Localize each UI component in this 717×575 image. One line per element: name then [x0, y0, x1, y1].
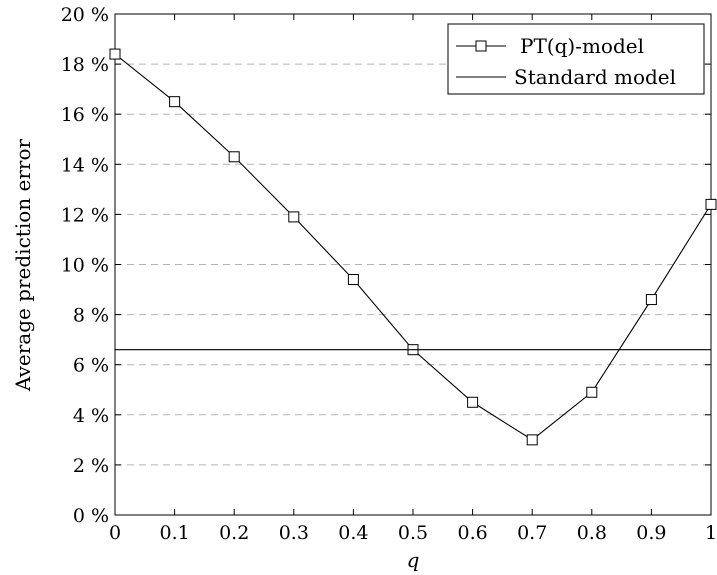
- x-tick-label: 0.6: [457, 522, 487, 544]
- legend-label-standard-model: Standard model: [514, 65, 676, 89]
- x-tick-label: 0.4: [338, 522, 368, 544]
- axis-ticks: [114, 13, 712, 516]
- legend: PT(q)-model Standard model: [447, 23, 705, 95]
- x-tick-label: 0.3: [279, 522, 309, 544]
- y-tick-labels: 0 % 2 % 4 % 6 % 8 % 10 % 12 % 14 % 16 % 18 % 20 %: [61, 4, 109, 527]
- x-tick-label: 1: [705, 522, 717, 544]
- data-point-square: [586, 386, 598, 398]
- data-point-square: [526, 434, 538, 446]
- x-tick-label: 0: [109, 522, 121, 544]
- x-axis-label: q: [407, 548, 420, 572]
- y-axis-label: Average prediction error: [11, 139, 35, 393]
- x-tick-label: 0.1: [159, 522, 189, 544]
- y-tick-label: 8 %: [73, 305, 109, 327]
- x-tick-label: 0.8: [577, 522, 607, 544]
- y-tick-label: 20 %: [61, 4, 109, 26]
- y-tick-label: 6 %: [73, 355, 109, 377]
- data-point-square: [109, 48, 121, 60]
- series-layer: [109, 48, 717, 446]
- x-tick-label: 0.5: [398, 522, 428, 544]
- legend-label-pt-model: PT(q)-model: [520, 34, 644, 58]
- data-point-square: [169, 96, 181, 108]
- y-tick-label: 2 %: [73, 455, 109, 477]
- x-tick-label: 0.9: [636, 522, 666, 544]
- x-tick-label: 0.2: [219, 522, 249, 544]
- legend-box: [447, 23, 705, 95]
- y-tick-label: 18 %: [61, 54, 109, 76]
- y-tick-label: 10 %: [61, 255, 109, 277]
- x-tick-label: 0.7: [517, 522, 547, 544]
- data-point-square: [288, 211, 300, 223]
- legend-marker-pt-model: [475, 40, 487, 52]
- data-point-square: [228, 151, 240, 163]
- y-tick-label: 14 %: [61, 154, 109, 176]
- x-tick-labels: 0 0.1 0.2 0.3 0.4 0.5 0.6 0.7 0.8 0.9 1: [109, 522, 717, 544]
- y-tick-label: 0 %: [73, 505, 109, 527]
- y-tick-label: 4 %: [73, 405, 109, 427]
- data-point-square: [467, 396, 479, 408]
- y-tick-label: 12 %: [61, 204, 109, 226]
- data-point-square: [705, 198, 717, 210]
- y-tick-label: 16 %: [61, 104, 109, 126]
- horizontal-grid: [115, 63, 711, 466]
- data-point-square: [347, 274, 359, 286]
- series-line-pt-model: [114, 53, 712, 441]
- data-point-square: [645, 294, 657, 306]
